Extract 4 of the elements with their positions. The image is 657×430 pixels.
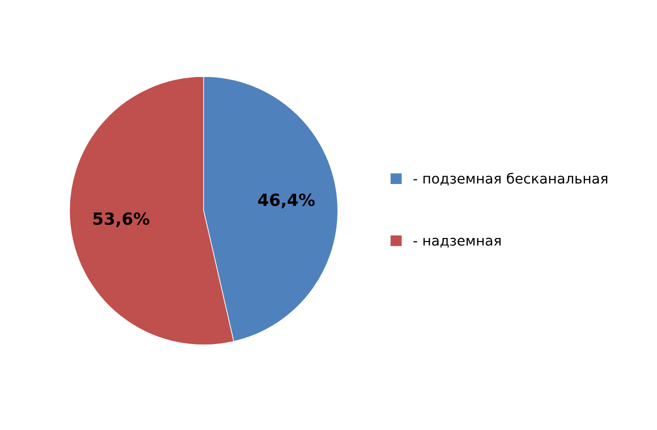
legend-label: - надземная — [413, 238, 501, 248]
legend-label: - подземная бесканальная — [413, 172, 608, 186]
data-label: 53,6% — [93, 212, 150, 228]
data-label: 46,4% — [258, 194, 315, 208]
